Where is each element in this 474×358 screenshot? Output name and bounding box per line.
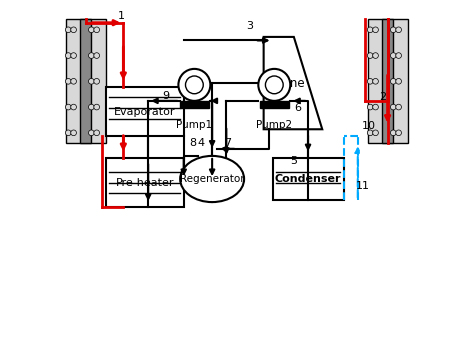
Circle shape [396,78,401,84]
Circle shape [391,130,396,136]
Text: Regenerator: Regenerator [180,174,245,184]
Text: 10: 10 [362,121,375,131]
Circle shape [373,130,378,136]
FancyBboxPatch shape [80,19,91,144]
Text: 5: 5 [291,156,297,166]
Circle shape [65,78,71,84]
Ellipse shape [180,156,244,202]
Circle shape [71,104,76,110]
Circle shape [65,104,71,110]
Text: 2: 2 [379,92,386,102]
Circle shape [396,104,401,110]
Circle shape [396,53,401,58]
Circle shape [71,130,76,136]
Text: 1: 1 [118,11,125,21]
Circle shape [391,27,396,33]
Text: Pump2: Pump2 [256,120,292,130]
Circle shape [391,78,396,84]
Text: Turbine: Turbine [261,77,305,90]
Circle shape [373,53,378,58]
Circle shape [71,78,76,84]
Circle shape [89,104,94,110]
Text: 9: 9 [163,91,170,101]
Text: Pre-heater: Pre-heater [115,178,174,188]
Circle shape [94,78,100,84]
Circle shape [373,78,378,84]
Circle shape [89,53,94,58]
Circle shape [89,130,94,136]
Circle shape [396,27,401,33]
Circle shape [396,130,401,136]
Text: 11: 11 [356,181,370,191]
Circle shape [391,53,396,58]
FancyBboxPatch shape [106,158,184,207]
Circle shape [391,104,396,110]
Circle shape [367,53,373,58]
Circle shape [71,27,76,33]
Circle shape [65,130,71,136]
Circle shape [65,53,71,58]
Text: 8: 8 [189,139,196,149]
Circle shape [94,27,100,33]
FancyBboxPatch shape [368,19,408,144]
Circle shape [367,27,373,33]
Circle shape [367,104,373,110]
Circle shape [94,53,100,58]
Circle shape [89,78,94,84]
Circle shape [185,76,203,94]
Text: 6: 6 [294,103,301,113]
Text: 4: 4 [198,139,205,149]
Circle shape [71,53,76,58]
Circle shape [258,69,290,101]
Circle shape [65,27,71,33]
Polygon shape [264,37,322,129]
Text: Condenser: Condenser [275,174,341,184]
Text: Pump1: Pump1 [176,120,212,130]
Circle shape [89,27,94,33]
FancyBboxPatch shape [382,19,393,144]
Circle shape [367,130,373,136]
Circle shape [373,27,378,33]
Polygon shape [180,101,209,108]
Circle shape [367,78,373,84]
Text: 3: 3 [246,21,253,31]
Text: Evaporator: Evaporator [114,107,175,116]
FancyBboxPatch shape [273,158,344,200]
Text: 7: 7 [225,139,232,149]
FancyBboxPatch shape [66,19,106,144]
Circle shape [94,130,100,136]
FancyBboxPatch shape [106,87,184,136]
Circle shape [265,76,283,94]
Polygon shape [260,101,289,108]
Circle shape [178,69,210,101]
Circle shape [94,104,100,110]
Circle shape [373,104,378,110]
